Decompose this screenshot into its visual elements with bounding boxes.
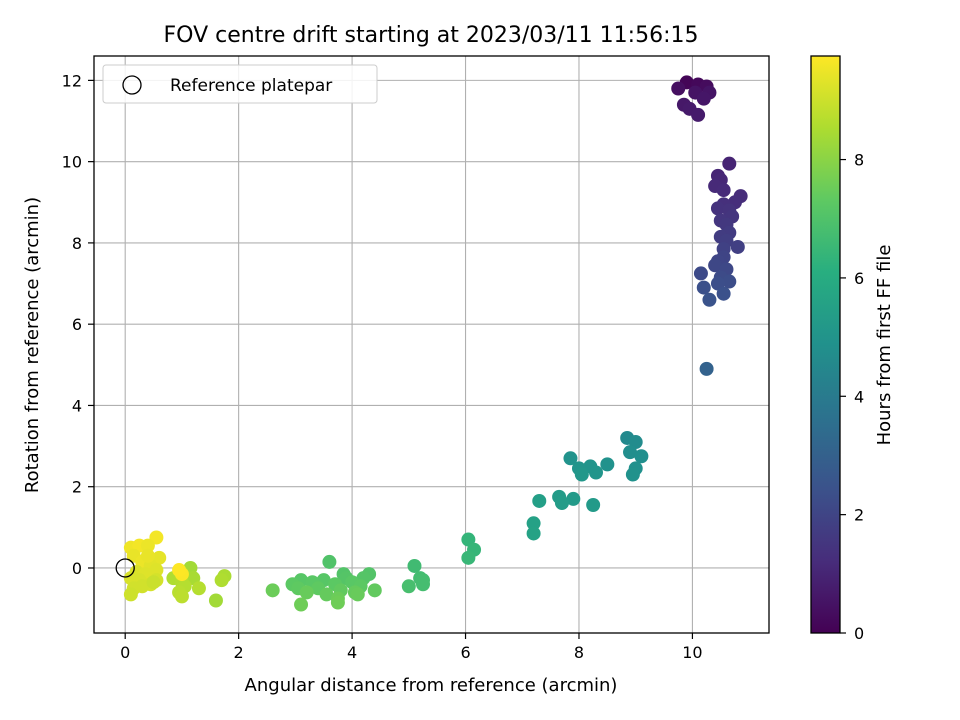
grid <box>94 56 769 633</box>
x-tick-label: 10 <box>682 643 702 662</box>
plot-frame <box>93 55 770 634</box>
data-point <box>693 266 708 281</box>
legend-marker <box>122 75 142 95</box>
data-point <box>319 587 334 602</box>
data-point <box>716 286 731 301</box>
x-tick-label: 0 <box>120 643 130 662</box>
data-point <box>722 274 737 289</box>
colorbar-tick-label: 2 <box>854 506 864 525</box>
colorbar-tick-label: 8 <box>854 151 864 170</box>
data-point <box>350 587 365 602</box>
y-tick-label: 0 <box>72 559 82 578</box>
data-point <box>526 516 541 531</box>
data-point <box>671 81 686 96</box>
x-tick-label: 2 <box>234 643 244 662</box>
data-point <box>401 579 416 594</box>
legend-box <box>102 64 378 104</box>
data-point <box>696 280 711 295</box>
data-point <box>574 467 589 482</box>
data-point <box>710 201 725 216</box>
data-point <box>696 91 711 106</box>
data-point <box>625 467 640 482</box>
data-point <box>214 573 229 588</box>
y-tick-label: 4 <box>72 396 82 415</box>
data-point <box>691 107 706 122</box>
data-point <box>722 156 737 171</box>
y-tick-label: 10 <box>62 153 82 172</box>
legend-label: Reference platepar <box>170 76 332 96</box>
x-tick-label: 6 <box>460 643 470 662</box>
data-point <box>149 563 164 578</box>
data-point <box>710 276 725 291</box>
data-point <box>566 491 581 506</box>
data-point <box>140 548 155 563</box>
data-point <box>588 465 603 480</box>
reference-marker <box>115 558 135 578</box>
y-tick-label: 2 <box>72 478 82 497</box>
x-axis-label: Angular distance from reference (arcmin) <box>245 675 618 696</box>
y-axis-label: Rotation from reference (arcmin) <box>22 197 43 493</box>
colorbar-label: Hours from first FF file <box>874 245 895 446</box>
data-point <box>330 595 345 610</box>
scatter-points <box>123 75 748 612</box>
data-point <box>730 239 745 254</box>
colorbar-ticks: 0 2 4 6 8 <box>840 151 864 643</box>
plot-area <box>94 56 769 633</box>
data-point <box>716 183 731 198</box>
data-point <box>407 558 422 573</box>
data-point <box>634 449 649 464</box>
data-point <box>172 563 187 578</box>
data-point <box>699 361 714 376</box>
colorbar-frame <box>810 55 841 634</box>
data-point <box>367 583 382 598</box>
x-tick-label: 4 <box>347 643 357 662</box>
data-point <box>415 577 430 592</box>
data-point <box>146 575 161 590</box>
data-point <box>299 585 314 600</box>
data-point <box>191 581 206 596</box>
data-point <box>174 589 189 604</box>
y-tick-label: 12 <box>62 71 82 90</box>
x-tick-label: 8 <box>574 643 584 662</box>
colorbar-tick-label: 0 <box>854 624 864 643</box>
chart-title: FOV centre drift starting at 2023/03/11 … <box>164 23 699 48</box>
data-point <box>140 538 155 553</box>
data-point <box>623 445 638 460</box>
data-point <box>554 495 569 510</box>
data-point <box>526 526 541 541</box>
data-point <box>322 554 337 569</box>
data-point <box>208 593 223 608</box>
y-tick-label: 6 <box>72 315 82 334</box>
data-point <box>294 597 309 612</box>
colorbar <box>811 56 840 633</box>
data-point <box>628 435 643 450</box>
colorbar-tick-label: 6 <box>854 269 864 288</box>
x-axis-ticks: 0 2 4 6 8 10 <box>120 633 703 662</box>
data-point <box>461 532 476 547</box>
data-point <box>600 457 615 472</box>
data-point <box>123 587 138 602</box>
data-point <box>708 258 723 273</box>
data-point <box>702 292 717 307</box>
y-tick-label: 8 <box>72 234 82 253</box>
legend: Reference platepar <box>102 64 378 104</box>
data-point <box>563 451 578 466</box>
colorbar-tick-label: 4 <box>854 387 864 406</box>
y-axis-ticks: 0 2 4 6 8 10 12 <box>62 71 94 578</box>
data-point <box>532 493 547 508</box>
data-point <box>586 498 601 513</box>
data-point <box>265 583 280 598</box>
data-point <box>461 550 476 565</box>
